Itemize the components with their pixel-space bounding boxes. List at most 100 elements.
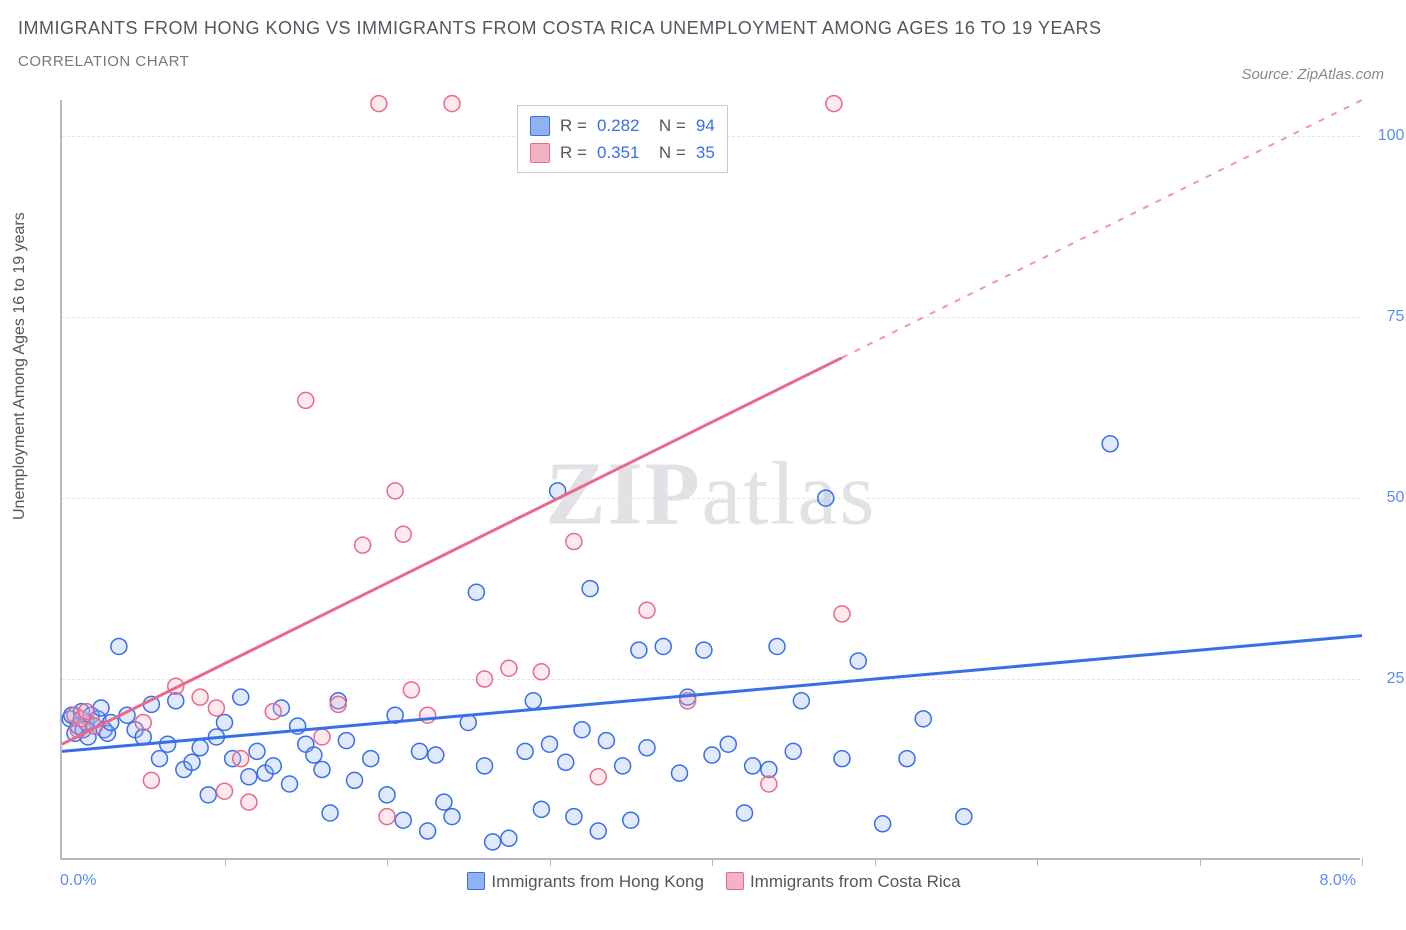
data-point-series-1 [355,537,371,553]
x-tick [1037,858,1038,866]
data-point-series-0 [152,751,168,767]
data-point-series-0 [444,809,460,825]
data-point-series-0 [93,700,109,716]
data-point-series-1 [395,526,411,542]
data-point-series-1 [217,783,233,799]
chart-title: IMMIGRANTS FROM HONG KONG VS IMMIGRANTS … [18,18,1406,39]
data-point-series-0 [590,823,606,839]
data-point-series-1 [135,714,151,730]
data-point-series-0 [582,581,598,597]
data-point-series-1 [501,660,517,676]
data-point-series-0 [379,787,395,803]
data-point-series-0 [875,816,891,832]
stats-row: R =0.351 N =35 [530,139,715,166]
data-point-series-1 [444,96,460,112]
data-point-series-0 [793,693,809,709]
data-point-series-0 [566,809,582,825]
data-point-series-1 [143,772,159,788]
stats-r-value: 0.351 [597,139,640,166]
data-point-series-0 [192,740,208,756]
x-tick [1200,858,1201,866]
legend-label: Immigrants from Hong Kong [491,872,704,891]
data-point-series-0 [956,809,972,825]
data-point-series-0 [899,751,915,767]
legend-swatch [726,872,744,890]
chart-area: Unemployment Among Ages 16 to 19 years Z… [0,90,1406,930]
data-point-series-0 [615,758,631,774]
legend-swatch [467,872,485,890]
data-point-series-0 [720,736,736,752]
data-point-series-0 [168,693,184,709]
data-point-series-0 [485,834,501,850]
data-point-series-0 [533,801,549,817]
chart-subtitle: CORRELATION CHART [18,53,1406,70]
y-tick-label: 100.0% [1378,127,1406,145]
data-point-series-1 [834,606,850,622]
title-block: IMMIGRANTS FROM HONG KONG VS IMMIGRANTS … [0,0,1406,70]
data-point-series-0 [436,794,452,810]
y-tick-label: 75.0% [1387,308,1406,326]
data-point-series-0 [265,758,281,774]
data-point-series-0 [347,772,363,788]
data-point-series-1 [379,809,395,825]
data-point-series-1 [192,689,208,705]
source-attribution: Source: ZipAtlas.com [1241,66,1384,83]
stats-r-value: 0.282 [597,112,640,139]
trendline-series-1 [62,358,842,745]
series-legend: Immigrants from Hong Kong Immigrants from… [0,872,1406,892]
data-point-series-0 [525,693,541,709]
data-point-series-0 [639,740,655,756]
data-point-series-0 [818,490,834,506]
data-point-series-1 [761,776,777,792]
data-point-series-0 [363,751,379,767]
x-tick [875,858,876,866]
data-point-series-1 [387,483,403,499]
data-point-series-0 [598,733,614,749]
data-point-series-0 [412,743,428,759]
x-tick [225,858,226,866]
data-point-series-0 [542,736,558,752]
data-point-series-0 [477,758,493,774]
data-point-series-1 [639,602,655,618]
trendline-dashed-series-1 [842,100,1362,358]
stats-legend: R =0.282 N =94R =0.351 N =35 [517,105,728,173]
x-tick [387,858,388,866]
data-point-series-1 [241,794,257,810]
data-point-series-0 [241,769,257,785]
plot-region: ZIPatlas 25.0%50.0%75.0%100.0%R =0.282 N… [60,100,1360,860]
data-point-series-1 [330,696,346,712]
data-point-series-1 [826,96,842,112]
plot-svg [62,100,1360,858]
data-point-series-0 [631,642,647,658]
data-point-series-0 [574,722,590,738]
legend-label: Immigrants from Costa Rica [750,872,961,891]
data-point-series-0 [704,747,720,763]
stats-r-key: R = [560,139,587,166]
data-point-series-0 [160,736,176,752]
data-point-series-0 [915,711,931,727]
data-point-series-1 [208,700,224,716]
data-point-series-0 [428,747,444,763]
data-point-series-0 [338,733,354,749]
data-point-series-0 [517,743,533,759]
data-point-series-1 [371,96,387,112]
data-point-series-0 [395,812,411,828]
y-axis-label: Unemployment Among Ages 16 to 19 years [11,500,29,520]
data-point-series-1 [265,704,281,720]
data-point-series-1 [590,769,606,785]
data-point-series-0 [696,642,712,658]
data-point-series-0 [314,762,330,778]
data-point-series-0 [761,762,777,778]
data-point-series-1 [477,671,493,687]
stats-n-value: 35 [696,139,715,166]
data-point-series-0 [200,787,216,803]
stats-swatch [530,143,550,163]
data-point-series-0 [850,653,866,669]
data-point-series-0 [420,823,436,839]
data-point-series-0 [217,714,233,730]
stats-row: R =0.282 N =94 [530,112,715,139]
data-point-series-0 [745,758,761,774]
data-point-series-0 [249,743,265,759]
data-point-series-1 [78,704,94,720]
data-point-series-0 [306,747,322,763]
